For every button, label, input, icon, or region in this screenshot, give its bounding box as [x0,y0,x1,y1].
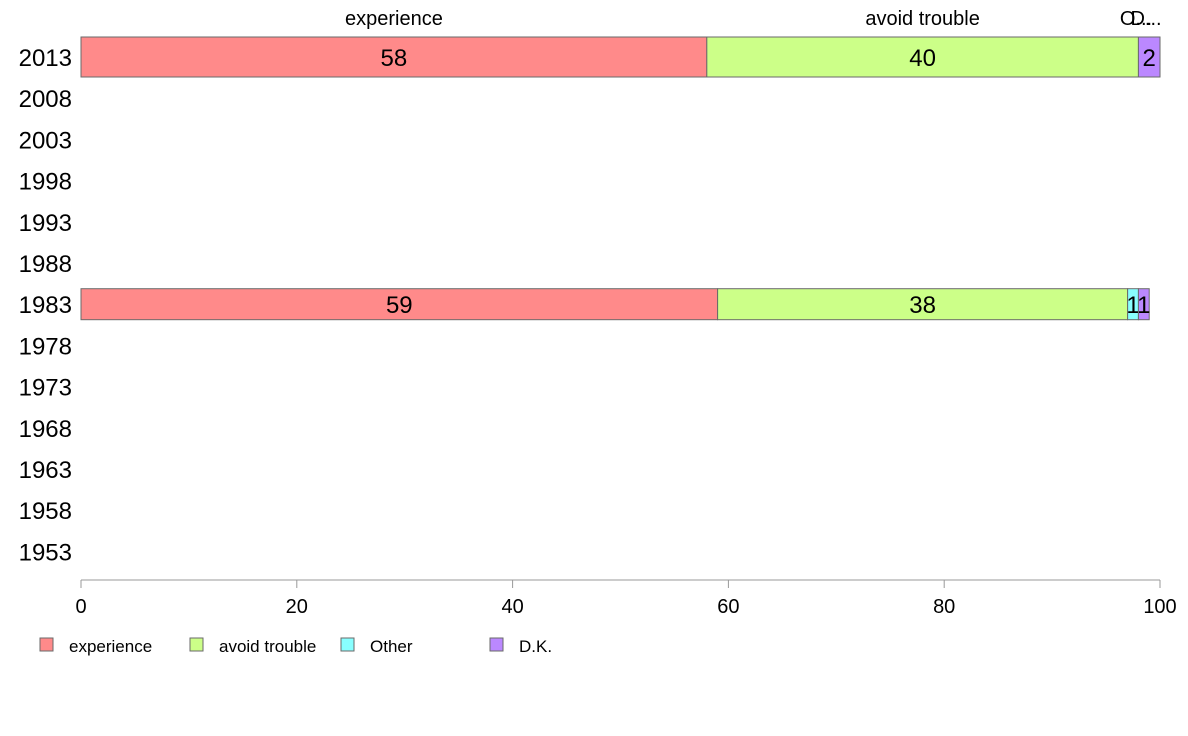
bar-1983-d-k- [1137,288,1150,321]
legend-label-0: experience [69,637,152,656]
legend-label-3: D.K. [519,637,552,656]
y-label-1953: 1953 [19,539,72,566]
x-tick-label-40: 40 [501,596,523,618]
bar-1983-avoid-trouble [717,288,1129,321]
data-label-1983-1: 38 [909,292,936,319]
y-label-1993: 1993 [19,210,72,237]
x-tick-label-60: 60 [717,596,739,618]
legend-label-2: Other [370,637,413,656]
legend-label-1: avoid trouble [219,637,316,656]
bars: 58 40 2 59 38 11 [80,36,1161,321]
bar-2013-avoid-trouble [706,36,1139,78]
y-label-1983: 1983 [19,292,72,319]
y-label-2013: 2013 [19,45,72,72]
data-label-2013-3: 2 [1143,45,1156,72]
legend-swatch-3 [489,637,504,652]
top-label-2: O... [1120,8,1152,30]
y-label-2008: 2008 [19,86,72,113]
y-label-1988: 1988 [19,251,72,278]
legend: experience avoid trouble Other D.K. [39,637,552,656]
y-label-1963: 1963 [19,457,72,484]
x-tick-label-100: 100 [1143,596,1176,618]
y-label-1998: 1998 [19,169,72,196]
y-label-1968: 1968 [19,416,72,443]
bar-2013-d-k- [1137,36,1161,78]
legend-swatch-2 [340,637,355,652]
y-label-2003: 2003 [19,127,72,154]
data-label-2013-1: 40 [909,45,936,72]
x-tick-label-0: 0 [75,596,86,618]
y-label-1958: 1958 [19,498,72,525]
y-axis-labels: 2013 2008 2003 1998 1993 1988 1983 1978 1973 1968… [19,45,72,566]
data-label-1983-0: 59 [386,292,413,319]
x-tick-label-80: 80 [933,596,955,618]
y-label-1973: 1973 [19,375,72,402]
top-label-1: avoid trouble [865,8,980,30]
data-label-1983-2: 1 [1126,292,1139,319]
x-axis: 0 20 40 60 80 100 [75,579,1177,618]
legend-swatch-1 [189,637,204,652]
legend-swatch-0 [39,637,54,652]
top-label-3: D... [1130,8,1161,30]
data-label-1983-3: 1 [1137,292,1150,319]
data-label-2013-0: 58 [381,45,408,72]
bar-1983-experience [80,288,719,321]
y-label-1978: 1978 [19,333,72,360]
top-label-0: experience [345,8,443,30]
top-labels: experience avoid trouble O...D... [345,8,1162,30]
x-tick-label-20: 20 [286,596,308,618]
